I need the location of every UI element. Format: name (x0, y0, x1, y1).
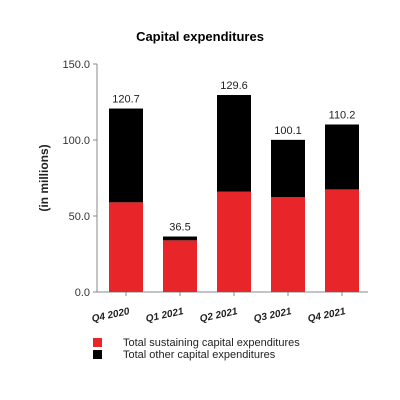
y-tick-label: 0.0 (75, 287, 90, 299)
bar-total-label: 110.2 (329, 109, 356, 121)
bar-other (163, 236, 197, 241)
legend-label: Total other capital expenditures (123, 349, 276, 361)
bar-other (325, 124, 359, 190)
y-tick-label: 150.0 (62, 59, 90, 71)
x-tick-label: Q1 2021 (145, 306, 185, 325)
bar-other (271, 139, 305, 197)
bar-total-label: 36.5 (169, 222, 190, 234)
y-tick-label: 50.0 (69, 211, 90, 223)
bar-other (217, 95, 251, 192)
plot-area: 0.0 50.0 100.0 150.0 120.7 Q4 2020 36.5 Q1 2021… (62, 59, 368, 325)
bar-total-label: 129.6 (220, 80, 248, 92)
bar-other (109, 108, 143, 203)
chart-title: Capital expenditures (136, 29, 264, 44)
bar-sustaining (325, 189, 359, 292)
legend-label: Total sustaining capital expenditures (123, 337, 300, 349)
bar-total-label: 100.1 (274, 125, 302, 137)
y-tick-label: 100.0 (62, 135, 90, 147)
legend: Total sustaining capital expendituresTot… (93, 337, 300, 361)
x-tick-label: Q3 2021 (253, 306, 293, 325)
x-tick-label: Q4 2021 (307, 306, 347, 325)
legend-swatch (93, 338, 102, 347)
bar-sustaining (163, 240, 197, 292)
x-tick-label: Q2 2021 (199, 306, 239, 325)
x-tick-label: Q4 2020 (91, 306, 131, 325)
y-axis-label: (in millions) (37, 144, 51, 211)
bar-total-label: 120.7 (112, 94, 140, 106)
bar-sustaining (217, 191, 251, 292)
bar-sustaining (271, 197, 305, 292)
bar-sustaining (109, 202, 143, 292)
legend-swatch (93, 350, 102, 359)
